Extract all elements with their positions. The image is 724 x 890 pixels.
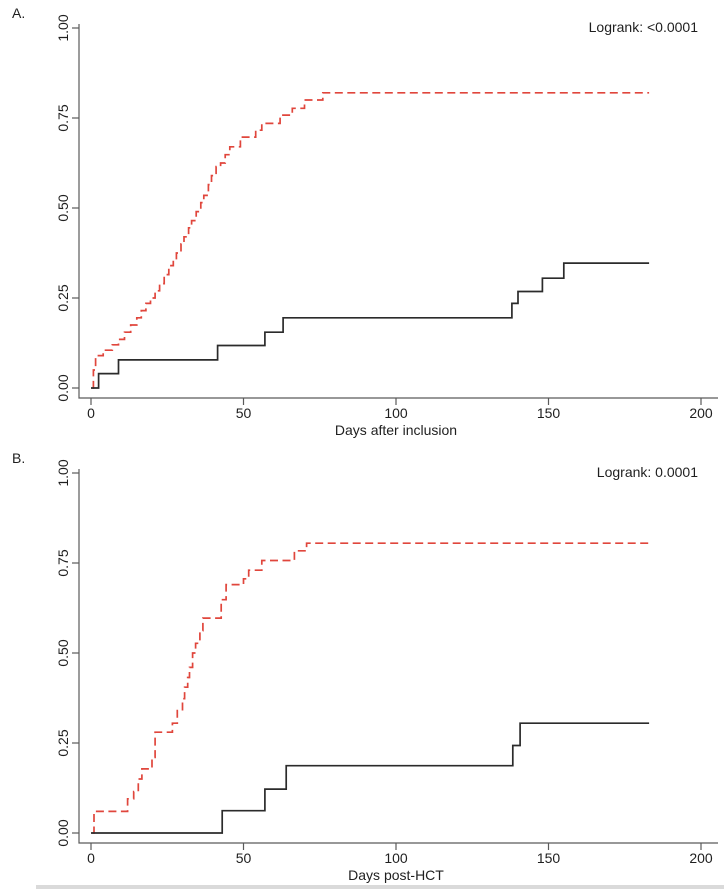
red-dashed-curve	[92, 542, 650, 834]
x-tick-label: 150	[537, 405, 561, 421]
panel-b-logrank-annotation: Logrank: 0.0001	[596, 464, 698, 480]
axes	[78, 469, 718, 844]
panel-a: A. Logrank: <0.0001 0.00 0.25 0.50 0.75 1.00…	[12, 5, 718, 438]
axes	[78, 24, 718, 399]
panel-a-plot: 0.00 0.25 0.50 0.75 1.00 0 50 100 150 200	[55, 14, 718, 421]
x-tick-label: 100	[384, 405, 408, 421]
panel-b: B. Logrank: 0.0001 0.00 0.25 0.50 0.75 1.00 0…	[0, 445, 724, 890]
panel-a-letter: A.	[12, 5, 26, 21]
panel-b-x-axis-title: Days post-HCT	[348, 867, 444, 883]
panel-b-plot: 0.00 0.25 0.50 0.75 1.00 0 50 100 150 200	[55, 459, 718, 866]
y-tick-label: 0.00	[55, 819, 71, 846]
figure-bottom-rule	[36, 885, 724, 889]
y-tick-label: 0.25	[55, 284, 71, 311]
x-tick-label: 100	[384, 850, 408, 866]
panel-b-letter: B.	[12, 450, 26, 466]
black-solid-curve	[91, 262, 650, 389]
red-dashed-curve	[92, 91, 650, 389]
x-tick-label: 50	[236, 405, 252, 421]
x-tick-label: 200	[689, 405, 713, 421]
x-tick-label: 200	[689, 850, 713, 866]
y-tick-label: 0.75	[55, 549, 71, 576]
y-tick-label: 0.50	[55, 194, 71, 221]
y-tick-label: 1.00	[55, 459, 71, 486]
panel-a-logrank-annotation: Logrank: <0.0001	[588, 19, 698, 35]
black-solid-curve	[91, 722, 650, 834]
x-tick-label: 0	[87, 850, 95, 866]
panel-a-x-axis-title: Days after inclusion	[334, 422, 458, 438]
y-tick-label: 1.00	[55, 14, 71, 41]
y-tick-label: 0.75	[55, 104, 71, 131]
x-tick-label: 0	[87, 405, 95, 421]
y-tick-label: 0.00	[55, 374, 71, 401]
y-tick-label: 0.50	[55, 639, 71, 666]
y-tick-label: 0.25	[55, 729, 71, 756]
x-tick-label: 150	[537, 850, 561, 866]
x-tick-label: 50	[236, 850, 252, 866]
